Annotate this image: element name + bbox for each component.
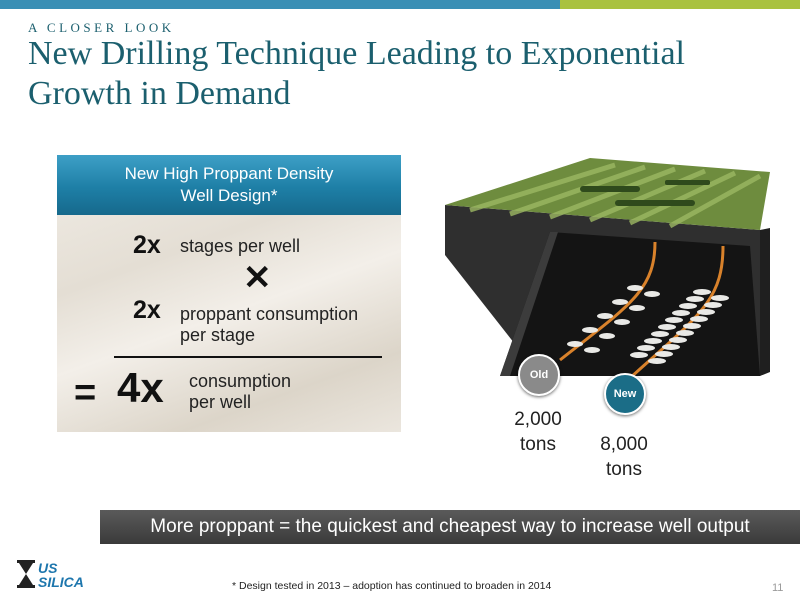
- new-well-tonnage: 8,000 tons: [586, 432, 662, 482]
- result-label-line1: consumption: [189, 371, 292, 391]
- us-silica-logo: US SILICA: [14, 558, 94, 592]
- field-stripes: [469, 162, 762, 229]
- new-well-bore: [628, 245, 725, 380]
- logo-text-silica: SILICA: [38, 574, 84, 590]
- old-well-unit: tons: [520, 434, 556, 455]
- slide-title: New Drilling Technique Leading to Expone…: [28, 35, 685, 112]
- result-label: consumption per well: [189, 371, 291, 413]
- equals-symbol: =: [74, 372, 97, 414]
- proppant-multiplier: 2x: [133, 296, 161, 324]
- old-well-amount: 2,000: [514, 409, 562, 430]
- proppant-label: proppant consumption per stage: [180, 304, 358, 346]
- tree-rows: [580, 180, 710, 206]
- top-accent-green: [560, 0, 800, 9]
- well-cross-section-illustration: [445, 158, 770, 380]
- result-multiplier: 4x: [117, 364, 164, 411]
- proppant-density-panel: New High Proppant Density Well Design*: [57, 155, 401, 432]
- new-well-badge: New: [604, 373, 646, 415]
- new-well-fractures: [630, 289, 729, 364]
- multiply-symbol: ✕: [243, 259, 272, 297]
- hourglass-icon: [17, 560, 35, 588]
- proppant-label-line1: proppant consumption: [180, 304, 359, 324]
- trench-left-wall: [500, 232, 558, 376]
- takeaway-banner: More proppant = the quickest and cheapes…: [100, 510, 800, 544]
- page-number: 11: [772, 582, 784, 594]
- block-side-face: [760, 228, 770, 376]
- old-well-badge: Old: [518, 354, 560, 396]
- design-footnote: * Design tested in 2013 – adoption has c…: [232, 580, 552, 592]
- logo-text-us: US: [38, 560, 58, 576]
- old-well-bore: [559, 241, 657, 362]
- equation-divider: [114, 356, 382, 358]
- new-well-unit: tons: [606, 459, 642, 480]
- top-accent-bar: [0, 0, 800, 9]
- old-well-fractures: [567, 285, 660, 353]
- stages-label: stages per well: [180, 236, 301, 256]
- old-well-tonnage: 2,000 tons: [500, 407, 576, 457]
- proppant-label-line2: per stage: [180, 325, 256, 345]
- stages-multiplier: 2x: [133, 231, 161, 259]
- result-label-line2: per well: [189, 392, 252, 412]
- new-well-amount: 8,000: [600, 434, 648, 455]
- eyebrow-label: A CLOSER LOOK: [28, 20, 175, 35]
- panel-header: New High Proppant Density Well Design*: [57, 155, 401, 215]
- panel-heading-line2: Well Design*: [180, 186, 278, 205]
- top-accent-blue: [0, 0, 560, 9]
- panel-heading-line1: New High Proppant Density: [124, 164, 334, 183]
